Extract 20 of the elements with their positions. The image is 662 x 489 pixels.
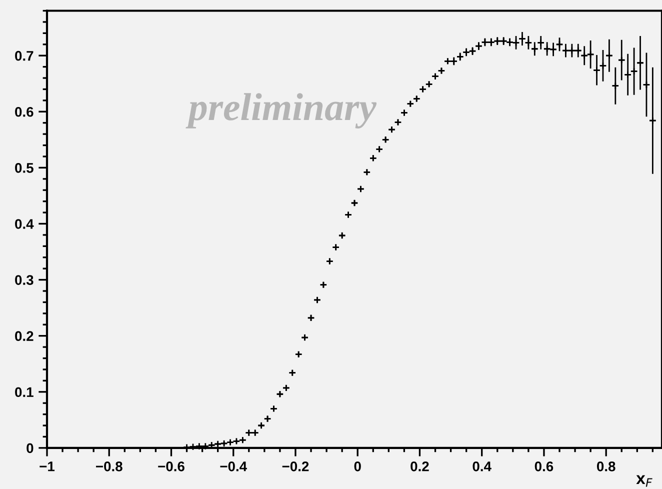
- x-tick-label: −0.6: [158, 461, 184, 472]
- x-axis-title: x$_{F}$: [636, 475, 652, 487]
- y-tick-label: 0: [26, 443, 34, 454]
- x-tick-label: 0.4: [472, 461, 492, 472]
- y-tick-label: 0.4: [15, 219, 34, 229]
- y-tick-label: 0.6: [15, 106, 34, 117]
- x-tick-label: −0.2: [282, 461, 309, 472]
- x-tick-label: −0.8: [96, 461, 122, 472]
- x-tick-label: −1: [40, 462, 55, 472]
- x-tick-label: 0.2: [410, 461, 429, 472]
- x-tick-label: 0.8: [596, 461, 616, 472]
- y-tick-label: 0.5: [15, 163, 34, 173]
- y-tick-label: 0.1: [15, 387, 34, 398]
- x-tick-label: −0.4: [220, 461, 247, 472]
- y-tick-label: 0.7: [15, 50, 34, 61]
- y-tick-label: 0.3: [15, 275, 34, 285]
- x-tick-label: 0.6: [534, 461, 554, 472]
- y-tick-label: 0.2: [15, 331, 34, 341]
- annotation: preliminary: [186, 93, 377, 128]
- x-tick-label: 0: [354, 461, 361, 472]
